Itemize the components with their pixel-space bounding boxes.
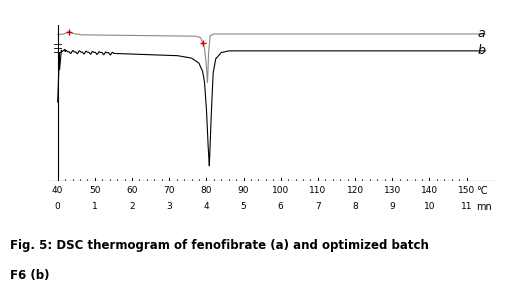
Text: 120: 120 bbox=[346, 186, 363, 195]
Text: 7: 7 bbox=[315, 202, 321, 211]
Text: 3: 3 bbox=[166, 202, 172, 211]
Text: Fig. 5: DSC thermogram of fenofibrate (a) and optimized batch: Fig. 5: DSC thermogram of fenofibrate (a… bbox=[10, 239, 429, 253]
Text: 80: 80 bbox=[201, 186, 212, 195]
Text: 60: 60 bbox=[126, 186, 138, 195]
Text: a: a bbox=[478, 27, 485, 41]
Text: 150: 150 bbox=[458, 186, 475, 195]
Text: 40: 40 bbox=[52, 186, 64, 195]
Text: 100: 100 bbox=[272, 186, 290, 195]
Text: 2: 2 bbox=[129, 202, 135, 211]
Text: 50: 50 bbox=[89, 186, 101, 195]
Text: 70: 70 bbox=[163, 186, 175, 195]
Text: 8: 8 bbox=[352, 202, 358, 211]
Text: 130: 130 bbox=[384, 186, 401, 195]
Text: 10: 10 bbox=[423, 202, 435, 211]
Text: 6: 6 bbox=[278, 202, 284, 211]
Text: mn: mn bbox=[476, 202, 492, 212]
Text: 4: 4 bbox=[204, 202, 209, 211]
Text: 9: 9 bbox=[389, 202, 395, 211]
Text: 1: 1 bbox=[92, 202, 98, 211]
Text: b: b bbox=[478, 44, 485, 57]
Text: F6 (b): F6 (b) bbox=[10, 269, 50, 282]
Text: 90: 90 bbox=[238, 186, 249, 195]
Text: 11: 11 bbox=[461, 202, 473, 211]
Text: 110: 110 bbox=[309, 186, 327, 195]
Text: °C: °C bbox=[476, 186, 488, 196]
Text: 140: 140 bbox=[421, 186, 438, 195]
Text: 0: 0 bbox=[55, 202, 60, 211]
Text: 5: 5 bbox=[241, 202, 247, 211]
